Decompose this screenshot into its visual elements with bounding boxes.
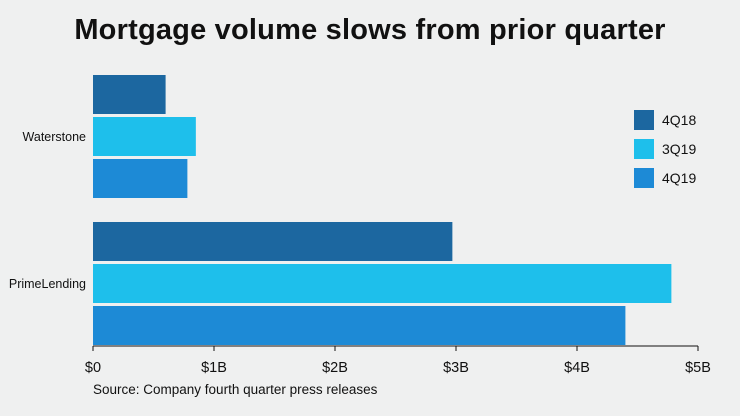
bar-waterstone-4q19 [93,159,188,198]
x-tick-label: $1B [201,360,227,376]
legend-swatch-4q18 [634,110,654,130]
x-ticks-group: $0 $1B $2B $3B $4B $5B [85,346,711,376]
category-labels-group: Waterstone PrimeLending [9,130,86,291]
x-tick-label: $5B [685,360,711,376]
bar-primelending-3q19 [93,264,672,303]
x-tick-label: $2B [322,360,348,376]
chart-title: Mortgage volume slows from prior quarter [74,14,666,46]
legend-label-4q18: 4Q18 [662,112,696,128]
source-note: Source: Company fourth quarter press rel… [93,382,378,397]
bar-primelending-4q18 [93,222,453,261]
legend-label-4q19: 4Q19 [662,170,696,186]
bar-waterstone-3q19 [93,117,196,156]
legend-swatch-4q19 [634,168,654,188]
x-tick-label: $0 [85,360,101,376]
legend-swatch-3q19 [634,139,654,159]
bar-waterstone-4q18 [93,75,166,114]
legend: 4Q18 3Q19 4Q19 [634,110,696,188]
bars-group [93,75,672,345]
x-tick-label: $4B [564,360,590,376]
x-tick-label: $3B [443,360,469,376]
bar-primelending-4q19 [93,306,626,345]
category-label: Waterstone [23,130,87,144]
category-label: PrimeLending [9,277,86,291]
legend-label-3q19: 3Q19 [662,141,696,157]
